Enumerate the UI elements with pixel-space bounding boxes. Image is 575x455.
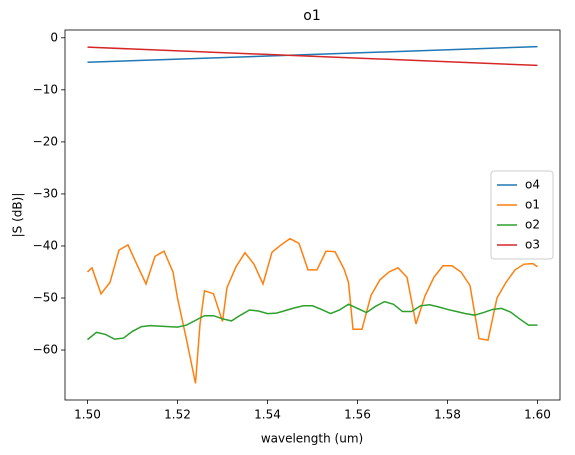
- x-tick-label: 1.50: [74, 408, 101, 422]
- x-tick-label: 1.52: [164, 408, 191, 422]
- x-axis-label: wavelength (um): [261, 432, 363, 446]
- legend: o4 o1 o2 o3: [490, 170, 554, 260]
- legend-label: o4: [525, 178, 540, 192]
- legend-label: o3: [525, 238, 540, 252]
- series-line: [87, 300, 538, 341]
- legend-label: o2: [525, 218, 540, 232]
- series-line: [87, 45, 538, 64]
- legend-box: [490, 170, 554, 260]
- y-tick-label: 0: [50, 30, 58, 44]
- y-tick-label: −60: [33, 343, 58, 357]
- x-tick-label: 1.54: [254, 408, 281, 422]
- y-tick-label: −50: [33, 291, 58, 305]
- x-tick-label: 1.60: [524, 408, 551, 422]
- y-tick-label: −30: [33, 186, 58, 200]
- chart-title: o1: [303, 8, 320, 24]
- x-tick-label: 1.58: [434, 408, 461, 422]
- y-tick-label: −40: [33, 238, 58, 252]
- series-line: [87, 46, 538, 67]
- y-tick-label: −10: [33, 82, 58, 96]
- x-tick-label: 1.56: [344, 408, 371, 422]
- y-tick-label: −20: [33, 134, 58, 148]
- y-axis-label: |S (dB)|: [11, 193, 25, 238]
- plot-frame: [64, 29, 561, 401]
- legend-label: o1: [525, 198, 540, 212]
- series-line: [86, 237, 538, 384]
